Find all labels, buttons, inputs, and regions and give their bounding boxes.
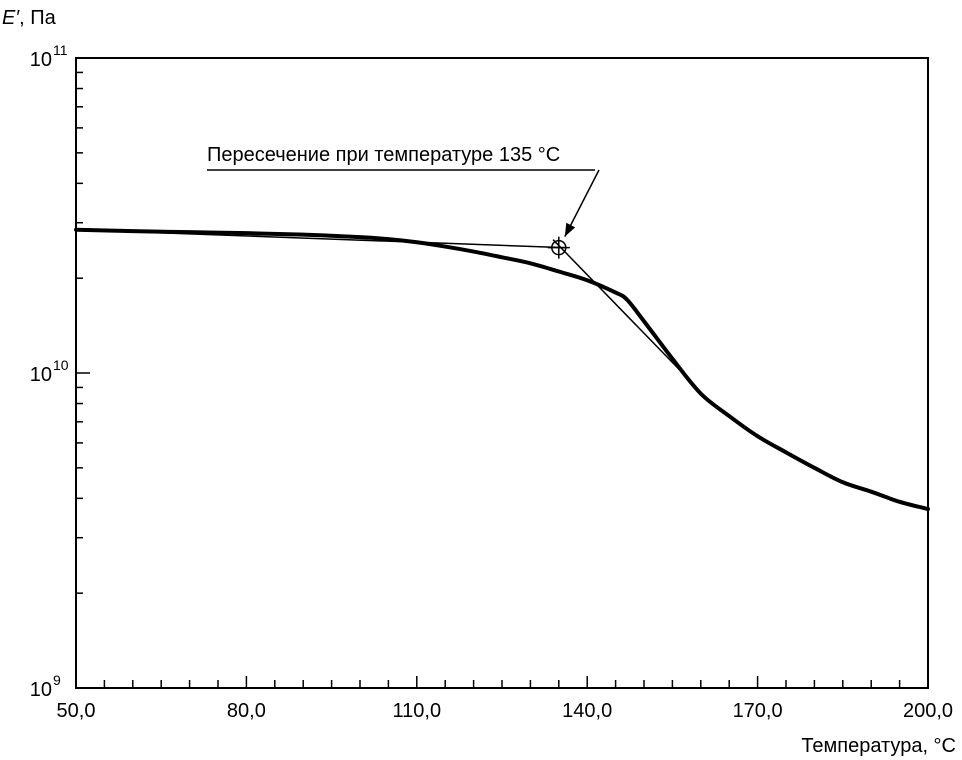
x-tick-label: 80,0 — [227, 700, 266, 722]
y-axis-label-unit: , Па — [19, 7, 56, 29]
x-tick-label: 110,0 — [393, 700, 442, 722]
plot-frame — [75, 57, 929, 689]
y-tick-label-base: 10 — [30, 364, 52, 386]
annotation-arrowhead — [564, 222, 576, 237]
x-axis-label: Температура, °C — [801, 735, 956, 757]
y-tick-label-exponent: 10 — [53, 357, 69, 373]
y-tick-label-exponent: 9 — [53, 672, 61, 688]
y-tick-label-exponent: 11 — [53, 42, 68, 58]
data-series-line — [74, 227, 930, 512]
y-tick-label-base: 10 — [30, 49, 52, 71]
lines-layer — [74, 169, 930, 512]
y-tick-label-base: 10 — [30, 679, 52, 701]
tangent-line — [552, 239, 690, 381]
x-tick-label: 50,0 — [57, 700, 96, 722]
labels-layer: Пересечение при температуре 135 °C 50,0 80… — [2, 7, 956, 757]
x-tick-label: 140,0 — [562, 700, 612, 722]
tick-marks — [75, 57, 929, 689]
x-tick-label: 170,0 — [733, 700, 783, 722]
y-axis-label: E′, Па — [2, 7, 57, 29]
x-tick-label: 200,0 — [903, 700, 953, 722]
y-axis-label-symbol: E′ — [2, 7, 20, 29]
annotation-text: Пересечение при температуре 135 °C — [207, 144, 560, 166]
